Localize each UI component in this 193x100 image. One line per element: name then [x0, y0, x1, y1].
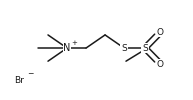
Text: O: O: [157, 28, 164, 36]
Text: −: −: [27, 69, 33, 78]
Text: S: S: [142, 44, 148, 53]
Text: Br: Br: [14, 76, 24, 85]
Text: S: S: [121, 44, 127, 53]
Text: N: N: [63, 43, 71, 53]
Text: O: O: [157, 60, 164, 69]
Text: +: +: [72, 40, 78, 46]
